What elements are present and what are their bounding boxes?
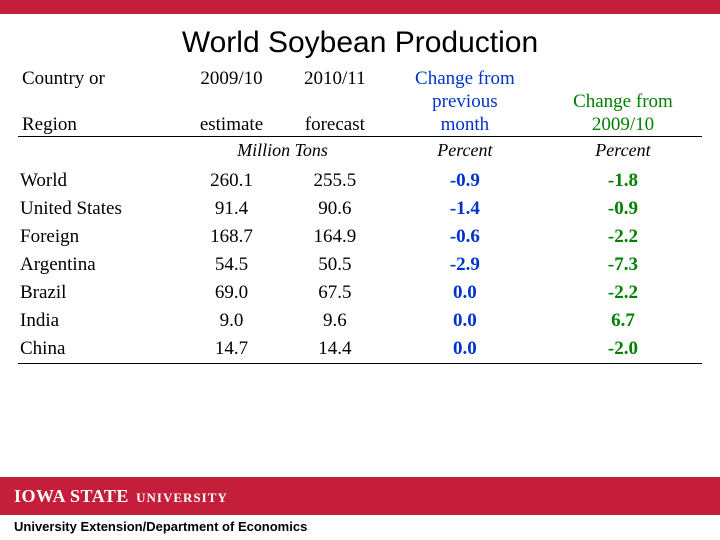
table-row: India9.09.60.06.7 <box>18 307 702 335</box>
row-forecast: 255.5 <box>284 167 386 195</box>
header-chgmonth-3: month <box>386 114 544 137</box>
row-forecast: 50.5 <box>284 251 386 279</box>
header-forecast-1: 2010/11 <box>284 68 386 91</box>
department-label: University Extension/Department of Econo… <box>0 515 720 540</box>
row-chg-year: -0.9 <box>544 195 702 223</box>
table-row: World260.1255.5-0.9-1.8 <box>18 167 702 195</box>
row-estimate: 14.7 <box>179 335 284 363</box>
table-row: China14.714.40.0-2.0 <box>18 335 702 363</box>
data-table-container: Country or 2009/10 2010/11 Change from p… <box>18 68 702 364</box>
footer: IOWA STATE UNIVERSITY University Extensi… <box>0 477 720 540</box>
top-red-bar <box>0 0 720 14</box>
soybean-production-table: Country or 2009/10 2010/11 Change from p… <box>18 68 702 364</box>
row-estimate: 9.0 <box>179 307 284 335</box>
row-chg-year: -7.3 <box>544 251 702 279</box>
row-chg-month: -0.6 <box>386 223 544 251</box>
row-estimate: 91.4 <box>179 195 284 223</box>
header-forecast-3: forecast <box>284 114 386 137</box>
header-forecast-2 <box>284 91 386 114</box>
footer-red-band: IOWA STATE UNIVERSITY <box>0 477 720 515</box>
row-chg-month: 0.0 <box>386 307 544 335</box>
row-forecast: 164.9 <box>284 223 386 251</box>
university-logo: IOWA STATE UNIVERSITY <box>14 486 228 507</box>
units-empty <box>18 137 179 168</box>
header-chgmonth-2: previous <box>386 91 544 114</box>
logo-state: STATE <box>70 486 129 506</box>
row-chg-month: -0.9 <box>386 167 544 195</box>
footer-rule <box>18 363 702 364</box>
header-chgmonth-1: Change from <box>386 68 544 91</box>
row-estimate: 54.5 <box>179 251 284 279</box>
units-percent-2: Percent <box>544 137 702 168</box>
logo-univ: UNIVERSITY <box>132 490 228 505</box>
logo-iowa: IOWA <box>14 486 70 506</box>
row-chg-month: 0.0 <box>386 335 544 363</box>
row-chg-year: -2.2 <box>544 279 702 307</box>
header-chgyear-2: 2009/10 <box>544 114 702 137</box>
header-chgyear-1: Change from <box>544 91 702 114</box>
row-label: Brazil <box>18 279 179 307</box>
header-country-1: Country or <box>18 68 179 91</box>
header-estimate-2 <box>179 91 284 114</box>
row-chg-year: -2.2 <box>544 223 702 251</box>
page-title: World Soybean Production <box>0 26 720 60</box>
table-row: Argentina54.550.5-2.9-7.3 <box>18 251 702 279</box>
row-forecast: 67.5 <box>284 279 386 307</box>
row-chg-year: -1.8 <box>544 167 702 195</box>
row-label: World <box>18 167 179 195</box>
row-label: Foreign <box>18 223 179 251</box>
row-estimate: 260.1 <box>179 167 284 195</box>
row-chg-year: 6.7 <box>544 307 702 335</box>
row-estimate: 168.7 <box>179 223 284 251</box>
row-label: United States <box>18 195 179 223</box>
row-chg-month: -2.9 <box>386 251 544 279</box>
header-estimate-1: 2009/10 <box>179 68 284 91</box>
row-forecast: 90.6 <box>284 195 386 223</box>
row-forecast: 9.6 <box>284 307 386 335</box>
table-row: Foreign168.7164.9-0.6-2.2 <box>18 223 702 251</box>
row-label: Argentina <box>18 251 179 279</box>
row-label: India <box>18 307 179 335</box>
row-estimate: 69.0 <box>179 279 284 307</box>
row-chg-year: -2.0 <box>544 335 702 363</box>
units-million-tons: Million Tons <box>179 137 386 168</box>
table-row: United States91.490.6-1.4-0.9 <box>18 195 702 223</box>
row-label: China <box>18 335 179 363</box>
table-row: Brazil69.067.50.0-2.2 <box>18 279 702 307</box>
row-forecast: 14.4 <box>284 335 386 363</box>
row-chg-month: -1.4 <box>386 195 544 223</box>
header-country-2 <box>18 91 179 114</box>
header-chgyear-empty <box>544 68 702 91</box>
row-chg-month: 0.0 <box>386 279 544 307</box>
header-estimate-3: estimate <box>179 114 284 137</box>
units-percent-1: Percent <box>386 137 544 168</box>
header-country-3: Region <box>18 114 179 137</box>
